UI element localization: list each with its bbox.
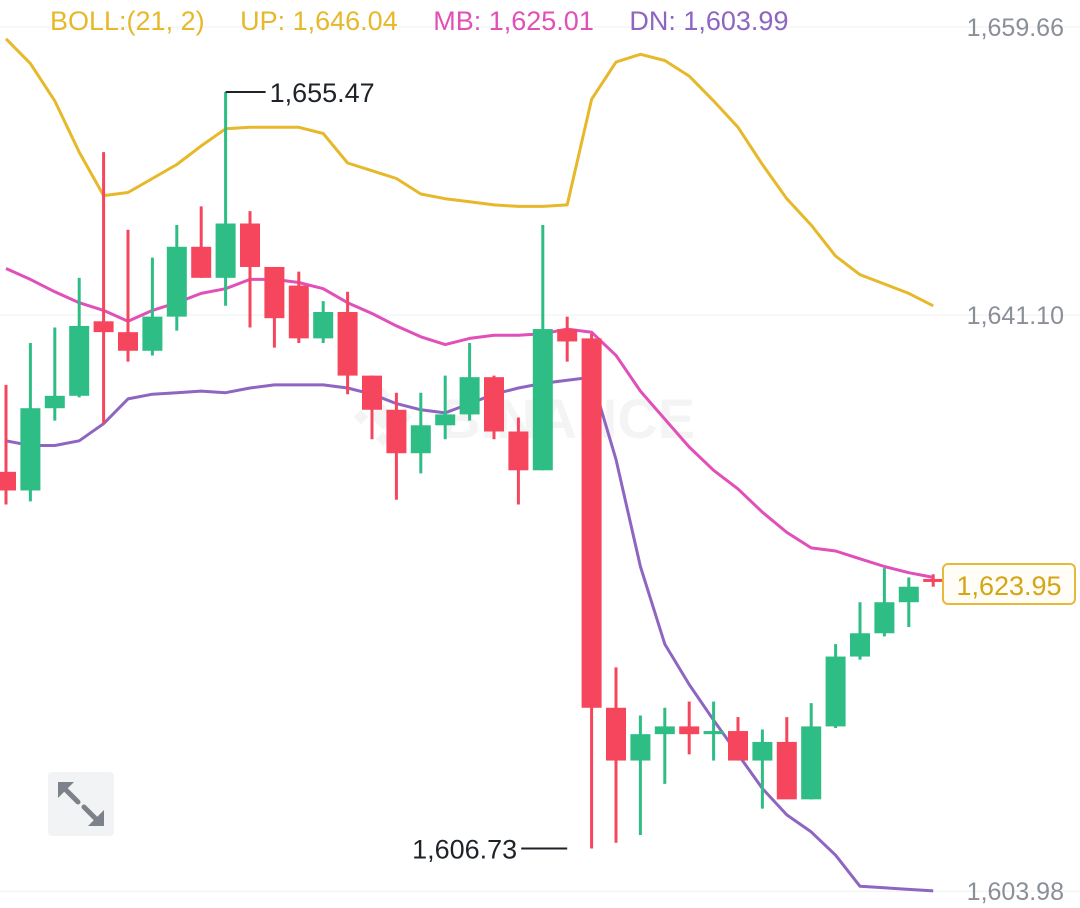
y-axis: 1,659.66 1,641.10 1,603.98 bbox=[967, 14, 1064, 906]
candle-body bbox=[0, 471, 16, 491]
upper-band-line bbox=[4, 37, 934, 308]
candle-body bbox=[386, 409, 407, 454]
current-price-tag: 1,623.95 bbox=[942, 563, 1076, 605]
candle-body bbox=[166, 246, 187, 317]
high-annotation-label: 1,655.47 bbox=[270, 78, 375, 108]
candle bbox=[825, 644, 846, 728]
middle-band-line bbox=[5, 267, 934, 579]
candle bbox=[166, 225, 187, 331]
candle bbox=[362, 375, 382, 440]
candle bbox=[557, 316, 578, 362]
candle-body bbox=[435, 414, 456, 426]
candle-body bbox=[313, 311, 334, 339]
candle-body bbox=[606, 707, 626, 761]
candle bbox=[654, 707, 675, 784]
candle bbox=[459, 343, 480, 421]
candle bbox=[264, 266, 285, 348]
candle-body bbox=[728, 731, 748, 761]
candle-body bbox=[459, 377, 480, 415]
candle bbox=[20, 343, 41, 502]
boll-params-label: BOLL:(21, 2) bbox=[50, 6, 205, 36]
candle bbox=[93, 152, 114, 424]
candle bbox=[728, 717, 748, 761]
expand-button[interactable] bbox=[48, 772, 114, 836]
candle bbox=[898, 577, 919, 628]
candlesticks bbox=[0, 92, 944, 849]
candle-body bbox=[923, 578, 944, 582]
candle-body bbox=[93, 321, 114, 333]
candle bbox=[44, 327, 65, 421]
candle-body bbox=[679, 726, 700, 735]
candle bbox=[606, 667, 626, 843]
candle bbox=[435, 375, 456, 440]
y-axis-tick-label: 1,659.66 bbox=[967, 14, 1064, 42]
lower-band-line bbox=[5, 375, 934, 893]
y-axis-tick-label: 1,603.98 bbox=[967, 878, 1064, 906]
candle bbox=[215, 92, 236, 306]
candle bbox=[630, 715, 651, 836]
annotations: 1,655.47 1,606.73 bbox=[225, 78, 944, 865]
candle-body bbox=[215, 223, 236, 278]
candle-body bbox=[630, 734, 651, 761]
candle-body bbox=[142, 316, 163, 351]
candle bbox=[508, 417, 529, 505]
candle-body bbox=[69, 325, 90, 396]
candle-body bbox=[20, 408, 41, 491]
candle-body bbox=[484, 377, 504, 432]
candle bbox=[874, 568, 895, 637]
candle bbox=[386, 392, 407, 500]
candle-body bbox=[776, 741, 797, 800]
candle-body bbox=[801, 726, 822, 800]
candle-body bbox=[532, 329, 553, 471]
candle bbox=[191, 206, 212, 278]
candle bbox=[923, 574, 944, 587]
candle bbox=[532, 225, 553, 471]
candle bbox=[703, 701, 724, 761]
candle-body bbox=[508, 431, 529, 471]
candle bbox=[752, 729, 773, 809]
candle bbox=[850, 602, 870, 660]
candle-body bbox=[825, 656, 846, 727]
candle-body bbox=[581, 338, 602, 708]
y-axis-tick-label: 1,641.10 bbox=[967, 302, 1064, 330]
candle-body bbox=[752, 741, 773, 761]
candle-body bbox=[850, 633, 870, 657]
candle bbox=[484, 375, 504, 440]
middle-band-label: MB: 1,625.01 bbox=[433, 6, 594, 36]
candle-body bbox=[654, 726, 675, 735]
low-annotation-label: 1,606.73 bbox=[412, 835, 517, 865]
candle-body bbox=[337, 311, 358, 376]
candle-body bbox=[898, 586, 919, 603]
candle-body bbox=[240, 223, 260, 267]
candle bbox=[0, 384, 16, 505]
candle bbox=[142, 257, 163, 356]
candle bbox=[337, 291, 358, 395]
candle-body bbox=[191, 246, 212, 278]
candle-body bbox=[118, 332, 138, 351]
boll-legend: BOLL:(21, 2) UP: 1,646.04 MB: 1,625.01 D… bbox=[50, 6, 816, 37]
candle-body bbox=[410, 425, 431, 454]
candle bbox=[581, 333, 602, 849]
candle-body bbox=[362, 375, 382, 410]
candle bbox=[679, 701, 700, 755]
lower-band-label: DN: 1,603.99 bbox=[629, 6, 789, 36]
candle bbox=[69, 277, 90, 398]
candle-body bbox=[288, 285, 309, 339]
candle-body bbox=[264, 266, 285, 319]
candle-body bbox=[44, 395, 65, 409]
candle bbox=[240, 211, 260, 328]
candle bbox=[410, 392, 431, 474]
expand-arrows-icon bbox=[58, 782, 104, 826]
upper-band-label: UP: 1,646.04 bbox=[240, 6, 398, 36]
candle bbox=[313, 301, 334, 344]
candle bbox=[776, 717, 797, 800]
candle-body bbox=[874, 602, 895, 634]
candle bbox=[118, 229, 138, 362]
candle-body bbox=[703, 731, 724, 735]
candle-body bbox=[557, 329, 578, 342]
candle bbox=[288, 271, 309, 344]
candle bbox=[801, 703, 822, 800]
